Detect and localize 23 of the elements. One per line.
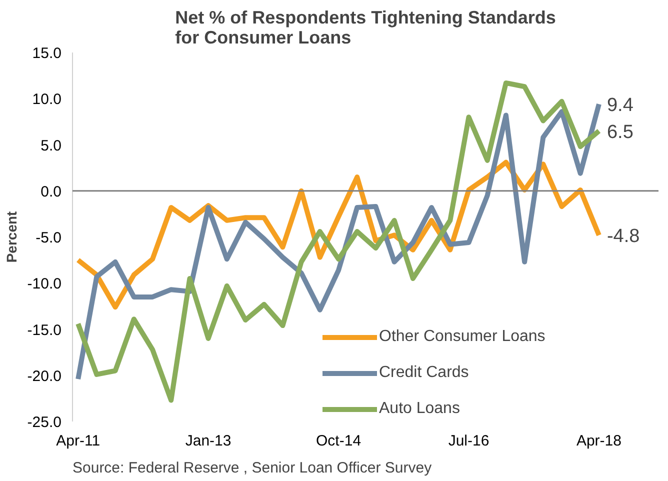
y-tick-label: 0.0 [40,183,62,200]
legend-label: Auto Loans [379,400,460,418]
y-tick-label: -15.0 [27,322,62,339]
y-tick-label: -20.0 [27,368,62,385]
annotation: -4.8 [606,226,640,248]
x-tick-label: Apr-11 [56,432,100,450]
y-tick-label: -10.0 [27,276,62,293]
annotation: 9.4 [606,95,634,116]
y-tick-label: 10.0 [32,91,62,108]
annotation: 6.5 [606,122,634,143]
y-tick-label: 5.0 [40,137,62,154]
x-tick-label: Oct-14 [316,432,362,450]
chart-title: Net % of Respondents Tightening Standards for Consumer Loans [175,8,556,48]
x-tick-label: Apr-18 [576,432,622,450]
y-axis-title: Percent [3,210,20,263]
legend-label: Other Consumer Loans [379,328,546,346]
x-tick-label: Jan-13 [185,432,232,450]
y-tick-label: 15.0 [32,45,62,62]
y-tick-label: -25.0 [27,414,62,431]
legend-label: Credit Cards [379,364,469,382]
y-tick-label: -5.0 [36,230,62,246]
source-note: Source: Federal Reserve , Senior Loan Officer Survey [72,460,432,476]
x-tick-label: Jul-16 [448,432,490,450]
